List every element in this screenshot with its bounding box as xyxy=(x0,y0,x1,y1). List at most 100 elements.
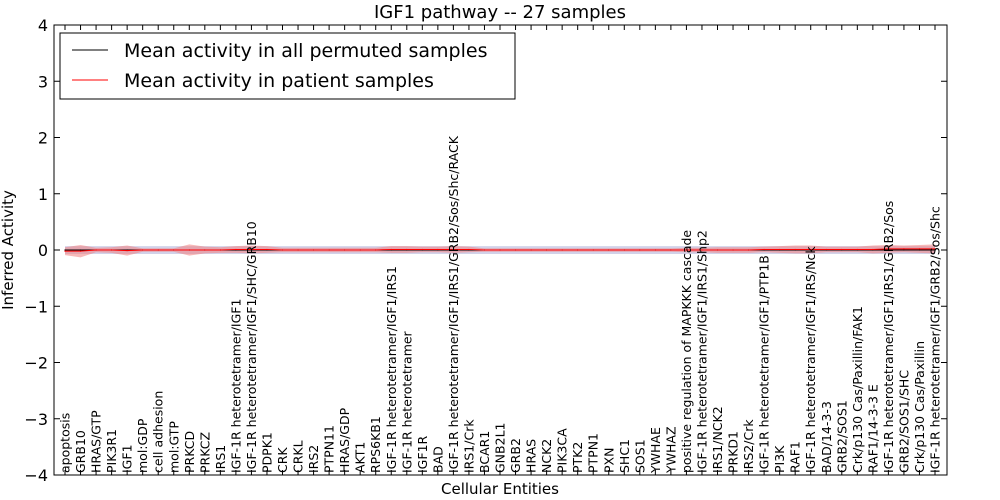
x-tick-label: YWHAZ xyxy=(663,426,678,474)
x-tick-label: GRB2/SOS1 xyxy=(834,400,849,473)
x-axis-label: Cellular Entities xyxy=(441,480,559,498)
x-tick-label: RAF1/14-3-3 E xyxy=(865,384,880,473)
x-tick-label: CRK xyxy=(275,447,290,473)
x-tick-label: mol:GTP xyxy=(166,421,181,473)
series-point-0 xyxy=(887,249,889,251)
legend-frame xyxy=(59,32,516,100)
x-tick-label: IRS2/Crk xyxy=(741,419,756,473)
series-point-1 xyxy=(499,249,501,251)
series-point-1 xyxy=(903,248,905,250)
series-point-1 xyxy=(235,248,237,251)
series-point-0 xyxy=(934,249,936,251)
x-tick-label: PXN xyxy=(601,448,616,473)
x-tick-label: IRS1/Crk xyxy=(461,419,476,473)
series-point-1 xyxy=(111,249,113,251)
series-point-1 xyxy=(328,249,330,251)
x-tick-label: RPS6KB1 xyxy=(368,416,383,473)
series-point-1 xyxy=(514,249,517,251)
series-point-1 xyxy=(701,249,703,251)
x-tick-label: positive regulation of MAPKKK cascade xyxy=(679,230,694,473)
x-tick-label: SOS1 xyxy=(632,439,647,473)
x-tick-label: PRKCZ xyxy=(197,432,212,473)
x-tick-label: PRKCD xyxy=(182,431,197,473)
series-point-1 xyxy=(763,248,765,251)
series-point-1 xyxy=(530,249,532,251)
x-tick-label: IRS1 xyxy=(213,445,228,473)
series-point-1 xyxy=(375,249,377,251)
series-point-1 xyxy=(95,249,97,251)
legend: Mean activity in all permuted samples Me… xyxy=(59,32,516,100)
x-tick-label: GRB2/SOS1/SHC xyxy=(896,370,911,473)
series-point-1 xyxy=(608,249,610,251)
series-point-0 xyxy=(64,249,66,251)
x-tick-label: HRAS/GTP xyxy=(89,410,104,473)
series-point-1 xyxy=(483,249,486,251)
series-point-1 xyxy=(266,248,268,251)
x-tick-label: Crk/p130 Cas/Paxillin/FAK1 xyxy=(850,306,865,473)
series-point-1 xyxy=(934,248,936,250)
series-point-1 xyxy=(437,248,439,251)
legend-label-patient: Mean activity in patient samples xyxy=(124,70,434,92)
series-point-1 xyxy=(685,249,688,251)
x-tick-label: GRB10 xyxy=(73,430,88,473)
series-point-1 xyxy=(281,249,284,251)
series-point-1 xyxy=(716,249,719,251)
series-point-1 xyxy=(188,249,190,251)
x-tick-label: PTPN1 xyxy=(586,433,601,473)
series-point-1 xyxy=(421,248,423,251)
x-tick-label: HRAS/GDP xyxy=(337,407,352,473)
series-point-1 xyxy=(918,248,921,250)
series-point-1 xyxy=(142,249,144,251)
x-tick-label: IGF1 xyxy=(120,444,135,473)
series-point-1 xyxy=(794,248,796,251)
y-tick-label: 2 xyxy=(38,129,48,148)
x-tick-label: PIK3R1 xyxy=(104,429,119,473)
series-point-1 xyxy=(592,249,594,251)
series-point-1 xyxy=(577,249,579,251)
y-tick-label: 3 xyxy=(38,72,48,91)
x-tick-label: AKT1 xyxy=(353,442,368,473)
y-tick-label: 1 xyxy=(38,185,48,204)
series-point-1 xyxy=(779,248,781,251)
series-point-1 xyxy=(546,249,548,251)
series-point-1 xyxy=(173,249,175,251)
series-point-1 xyxy=(639,249,641,251)
series-point-1 xyxy=(825,248,827,251)
x-tick-label: PTK2 xyxy=(570,442,585,473)
x-tick-label: BAD xyxy=(430,446,445,473)
x-tick-label: PI3K xyxy=(772,445,787,473)
series-point-1 xyxy=(390,248,392,251)
x-tick-label: IGF-1R heterotetramer/IGF1/SHC/GRB10 xyxy=(244,221,259,473)
series-band-1 xyxy=(65,244,935,258)
x-tick-label: NCK2 xyxy=(539,439,554,473)
series-point-1 xyxy=(204,249,206,251)
x-tick-label: BCAR1 xyxy=(477,431,492,473)
series-point-1 xyxy=(344,249,346,251)
x-tick-label: IGF-1R heterotetramer/IGF1 xyxy=(228,299,243,473)
x-tick-label: IGF-1R heterotetramer/IGF1/IRS/Nck xyxy=(803,246,818,473)
series-point-1 xyxy=(126,249,128,252)
x-tick-label: IGF1R xyxy=(415,435,430,473)
series-point-1 xyxy=(468,248,470,251)
legend-label-permuted: Mean activity in all permuted samples xyxy=(124,40,487,62)
series-point-1 xyxy=(219,249,221,251)
series-point-1 xyxy=(250,248,253,251)
y-tick-label: 0 xyxy=(38,241,48,260)
x-tick-label: CRKL xyxy=(291,440,306,473)
x-tick-label: IGF-1R heterotetramer xyxy=(399,330,414,473)
series-point-1 xyxy=(872,248,874,251)
chart-title: IGF1 pathway -- 27 samples xyxy=(374,2,626,23)
series-point-1 xyxy=(406,248,408,251)
x-tick-label: IGF-1R heterotetramer/IGF1/IRS1/GRB2/Sos… xyxy=(446,135,461,473)
series-point-1 xyxy=(732,249,734,251)
x-tick-label: SHC1 xyxy=(617,439,632,473)
x-tick-label: PRKD1 xyxy=(726,431,741,473)
x-tick-label: PIK3CA xyxy=(555,428,570,473)
series-point-1 xyxy=(623,249,625,251)
x-tick-label: IGF-1R heterotetramer/IGF1/PTP1B xyxy=(757,255,772,473)
series-point-1 xyxy=(856,248,858,251)
series-point-1 xyxy=(64,250,66,252)
series-point-1 xyxy=(747,249,750,251)
x-tick-label: GNB2L1 xyxy=(493,423,508,473)
